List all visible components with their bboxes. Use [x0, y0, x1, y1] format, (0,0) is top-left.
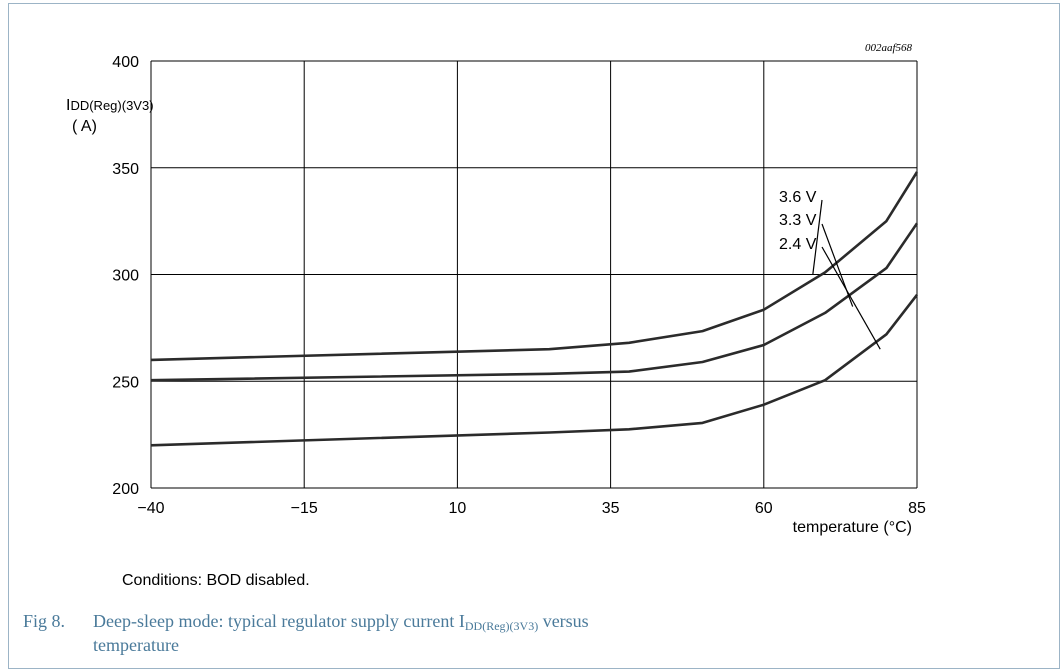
- y-tick-label: 300: [112, 268, 139, 285]
- series-line-1: [150, 222, 919, 382]
- x-tick-label: 85: [908, 500, 926, 517]
- x-tick-label: −40: [137, 500, 164, 517]
- series-labels: 3.6 V 3.3 V 2.4 V: [779, 189, 881, 350]
- figure-id: 002aaf568: [865, 42, 913, 54]
- caption-subscript: DD(Reg)(3V3): [464, 619, 539, 633]
- series-label: 3.3 V: [779, 212, 817, 229]
- x-tick-label: 35: [602, 500, 620, 517]
- x-axis-label: temperature (°C): [793, 519, 912, 536]
- y-axis-label: IDD(Reg)(3V3): [66, 97, 154, 114]
- series-leader-line: [821, 223, 854, 307]
- y-tick-label: 350: [112, 161, 139, 178]
- figure-frame: [8, 3, 1060, 669]
- caption-number: Fig 8.: [23, 611, 66, 631]
- series-line-0: [150, 171, 919, 362]
- y-tick-label: 200: [112, 481, 139, 498]
- y-axis-unit: ( A): [72, 118, 97, 135]
- y-tick-label: 250: [112, 374, 139, 391]
- figure-caption: Fig 8. Deep-sleep mode: typical regulator…: [23, 610, 923, 656]
- caption-text: Deep-sleep mode: typical regulator suppl…: [93, 611, 465, 631]
- series-label: 2.4 V: [779, 236, 817, 253]
- series-leader-line: [821, 246, 881, 350]
- x-tick-labels: −40 −15 10 35 60 85: [137, 500, 926, 517]
- conditions-note: Conditions: BOD disabled.: [122, 572, 310, 589]
- y-tick-labels: 200 250 300 350 400: [112, 54, 139, 498]
- x-tick-label: 60: [755, 500, 773, 517]
- x-tick-label: −15: [291, 500, 318, 517]
- series-leader-line: [812, 199, 823, 275]
- series-line-2: [150, 294, 919, 447]
- series-label: 3.6 V: [779, 189, 817, 206]
- grid-lines: [150, 60, 918, 489]
- y-tick-label: 400: [112, 54, 139, 71]
- x-tick-label: 10: [449, 500, 467, 517]
- caption-line2: temperature: [93, 635, 179, 655]
- caption-text-after: versus: [538, 611, 589, 631]
